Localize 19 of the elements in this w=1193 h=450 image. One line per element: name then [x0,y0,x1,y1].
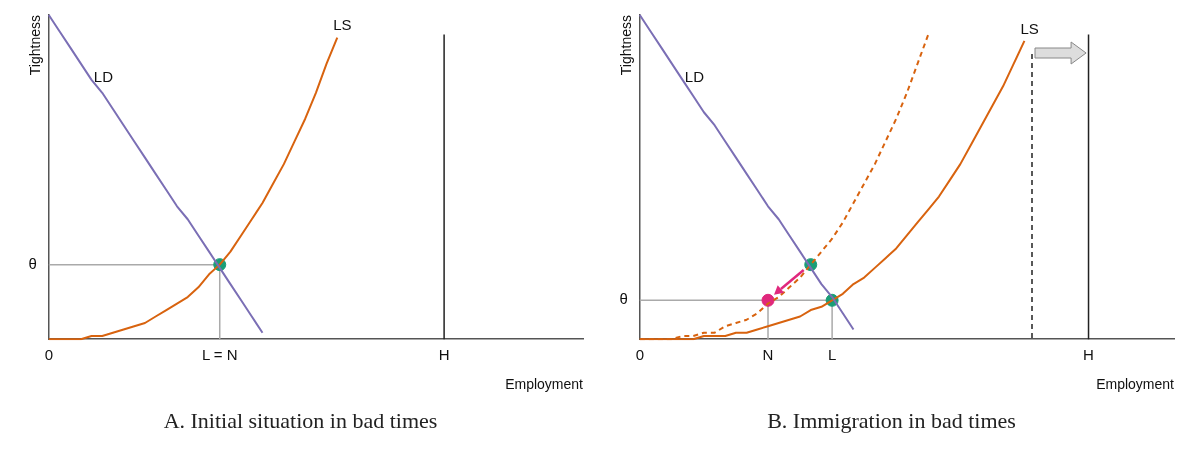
x-tick-label: L [827,346,837,364]
x-tick-label: 0 [44,346,53,364]
text: A. Initial situation in bad times [162,408,439,434]
ref-line-label: θ [28,254,37,272]
x-axis-title: Employment [505,376,584,393]
y-axis-title: Tightness [618,15,635,76]
series-label: LS [333,16,352,34]
y-axis-title: Tightness [27,15,44,76]
ref-line-label: θ [619,290,628,308]
x-tick-label: H [1083,346,1094,364]
x-axis-title: Employment [1096,376,1175,393]
x-tick-label: N [762,346,774,364]
series-label: LD [684,67,705,85]
series-label: LD [93,67,114,85]
series-label: LS [1020,19,1039,37]
x-tick-label: 0 [635,346,644,364]
x-tick-label: L = N [201,346,238,364]
text: B. Immigration in bad times [766,408,1017,434]
x-tick-label: H [438,346,450,364]
